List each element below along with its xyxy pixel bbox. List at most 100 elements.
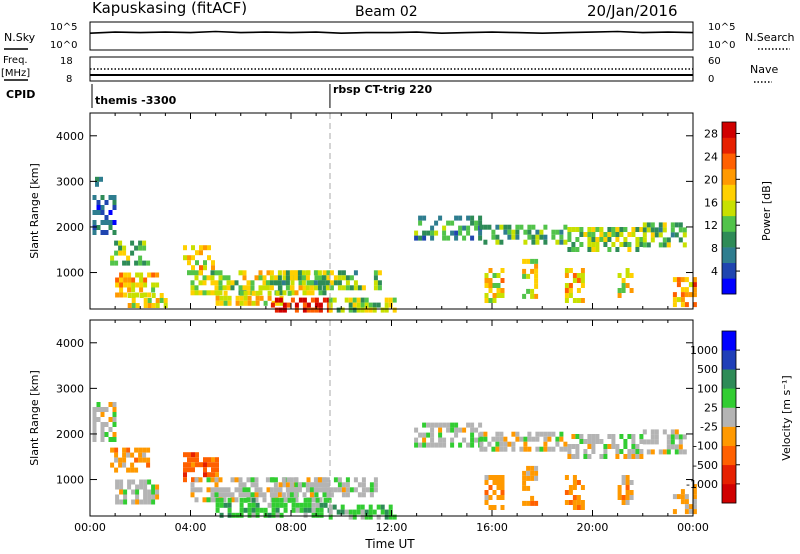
velocity-cell bbox=[187, 462, 191, 468]
velocity-cell bbox=[139, 484, 144, 490]
time-tick-label: 04:00 bbox=[175, 521, 207, 534]
power-cell bbox=[100, 195, 105, 200]
power-cell bbox=[345, 280, 350, 286]
velocity-cell bbox=[234, 497, 239, 503]
power-cell bbox=[139, 272, 144, 278]
power-cell bbox=[318, 275, 323, 281]
velocity-cell bbox=[575, 454, 580, 459]
power-cell bbox=[373, 275, 378, 281]
power-cell bbox=[114, 250, 119, 256]
velocity-cell bbox=[191, 467, 195, 473]
velocity-cell bbox=[112, 407, 117, 412]
velocity-cell bbox=[345, 492, 350, 498]
velocity-cell bbox=[503, 446, 508, 452]
power-cell bbox=[672, 277, 677, 283]
power-cell bbox=[131, 282, 136, 288]
velocity-cell bbox=[368, 514, 373, 520]
velocity-cell bbox=[639, 439, 644, 444]
velocity-cell bbox=[684, 509, 689, 515]
power-cell bbox=[130, 250, 135, 256]
velocity-cell bbox=[484, 480, 489, 485]
velocity-cell bbox=[239, 507, 244, 513]
velocity-cell bbox=[564, 500, 569, 505]
power-cell bbox=[336, 307, 341, 313]
power-cell bbox=[281, 280, 286, 286]
power-cell bbox=[454, 235, 459, 241]
velocity-cell bbox=[345, 487, 350, 493]
power-cell bbox=[639, 242, 644, 247]
power-cell bbox=[223, 290, 228, 296]
velocity-cell bbox=[484, 500, 489, 505]
power-colorbar-label: Power [dB] bbox=[760, 181, 773, 241]
power-cell bbox=[305, 285, 310, 291]
power-cell bbox=[282, 307, 287, 313]
velocity-cell bbox=[662, 429, 667, 435]
power-cell bbox=[278, 307, 283, 313]
velocity-cell bbox=[255, 512, 260, 518]
power-cell bbox=[576, 273, 581, 278]
power-cell bbox=[496, 273, 501, 278]
velocity-cell bbox=[527, 446, 532, 452]
power-cell bbox=[298, 297, 303, 303]
velocity-cell bbox=[627, 449, 632, 454]
power-cell bbox=[442, 225, 447, 231]
velocity-cell bbox=[123, 499, 128, 505]
power-cell bbox=[122, 260, 127, 266]
velocity-cell bbox=[254, 487, 259, 493]
nsky-strip: N.Sky 10^5 10^0 10^5 10^0 N.Search bbox=[4, 21, 795, 51]
power-cell bbox=[478, 230, 483, 236]
power-cell bbox=[314, 275, 319, 281]
velocity-cell bbox=[289, 487, 294, 493]
velocity-cell bbox=[155, 489, 160, 495]
velocity-cell bbox=[263, 507, 268, 513]
freq-strip: Freq. [MHz] 18 8 60 0 Nave bbox=[1, 55, 778, 85]
velocity-cell bbox=[680, 499, 685, 505]
velocity-cell bbox=[629, 480, 634, 485]
power-cell bbox=[215, 295, 220, 301]
power-cell bbox=[155, 298, 160, 303]
power-cell bbox=[484, 283, 489, 288]
velocity-cell bbox=[251, 497, 256, 503]
velocity-cell bbox=[527, 436, 532, 442]
velocity-cell bbox=[572, 500, 577, 505]
power-cell bbox=[658, 232, 663, 238]
power-cell bbox=[191, 245, 195, 251]
power-cell bbox=[143, 277, 148, 283]
velocity-cell bbox=[246, 492, 251, 498]
power-cell bbox=[242, 275, 247, 281]
power-cell bbox=[163, 298, 168, 303]
power-cell bbox=[356, 307, 361, 313]
power-cell bbox=[126, 260, 131, 266]
power-cell bbox=[301, 280, 306, 286]
velocity-cell bbox=[302, 492, 307, 498]
velocity-cell bbox=[323, 502, 328, 508]
power-cell bbox=[615, 237, 620, 242]
velocity-cell bbox=[470, 437, 475, 443]
velocity-cell bbox=[131, 499, 136, 505]
velocity-cell bbox=[535, 431, 540, 437]
velocity-cell bbox=[254, 492, 259, 498]
velocity-cell bbox=[222, 487, 227, 493]
power-cell bbox=[210, 270, 215, 276]
power-cell bbox=[555, 229, 560, 235]
velocity-cell bbox=[277, 492, 282, 498]
power-cell bbox=[317, 270, 322, 276]
velocity-cell bbox=[326, 492, 331, 498]
power-cell bbox=[559, 229, 564, 235]
velocity-cell bbox=[535, 446, 540, 452]
power-cell bbox=[349, 285, 354, 291]
power-cell bbox=[373, 270, 378, 276]
power-cell bbox=[621, 283, 626, 288]
power-cell bbox=[348, 302, 353, 308]
power-cell bbox=[352, 302, 357, 308]
velocity-cell bbox=[96, 417, 101, 422]
velocity-cell bbox=[446, 422, 451, 428]
velocity-cell bbox=[251, 502, 256, 508]
power-cell bbox=[139, 277, 144, 283]
power-cell bbox=[155, 303, 160, 308]
velocity-cell bbox=[369, 482, 374, 488]
velocity-cell bbox=[131, 489, 136, 495]
power-cell bbox=[576, 288, 581, 293]
power-cell bbox=[138, 255, 143, 261]
velocity-cell bbox=[500, 490, 505, 495]
